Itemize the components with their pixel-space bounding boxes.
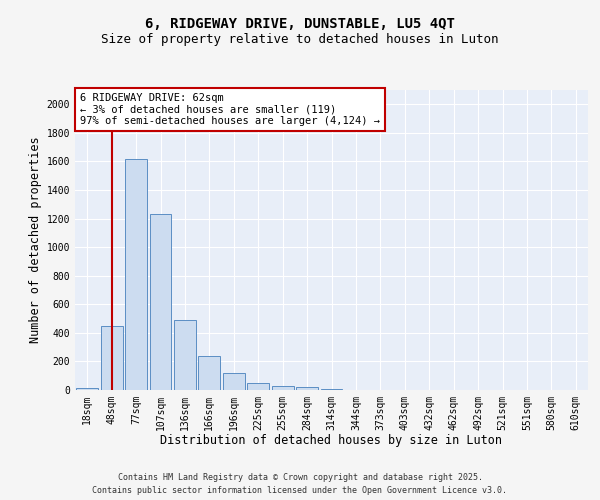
X-axis label: Distribution of detached houses by size in Luton: Distribution of detached houses by size … (161, 434, 503, 448)
Bar (174, 320, 196, 390)
Text: Contains HM Land Registry data © Crown copyright and database right 2025.: Contains HM Land Registry data © Crown c… (118, 472, 482, 482)
Bar (149, 214, 172, 390)
Bar (125, 158, 147, 390)
Bar (76, 388, 98, 390)
Bar (247, 383, 269, 390)
Y-axis label: Number of detached properties: Number of detached properties (29, 136, 43, 344)
Bar (101, 326, 122, 390)
Text: Contains public sector information licensed under the Open Government Licence v3: Contains public sector information licen… (92, 486, 508, 495)
Bar (199, 356, 220, 390)
Text: 6 RIDGEWAY DRIVE: 62sqm
← 3% of detached houses are smaller (119)
97% of semi-de: 6 RIDGEWAY DRIVE: 62sqm ← 3% of detached… (80, 93, 380, 126)
Bar (296, 387, 318, 390)
Text: Size of property relative to detached houses in Luton: Size of property relative to detached ho… (101, 32, 499, 46)
Text: 6, RIDGEWAY DRIVE, DUNSTABLE, LU5 4QT: 6, RIDGEWAY DRIVE, DUNSTABLE, LU5 4QT (145, 18, 455, 32)
Bar (223, 373, 245, 390)
Bar (272, 386, 293, 390)
